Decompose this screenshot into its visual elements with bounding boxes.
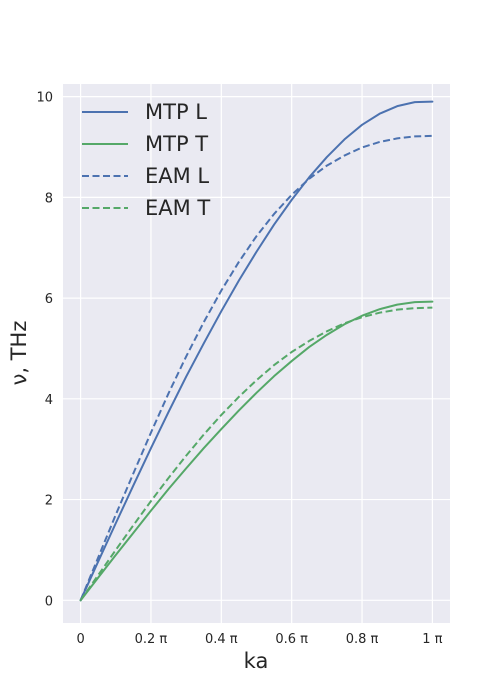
series-layer [79, 100, 434, 602]
y-axis-label: ν, THz [7, 321, 31, 386]
y-tick-label: 10 [36, 91, 53, 106]
legend: MTP L MTP T EAM L EAM T [82, 100, 210, 220]
legend-label: EAM L [145, 164, 209, 188]
y-tick-label: 8 [45, 191, 53, 206]
y-tick-label: 0 [45, 594, 53, 609]
legend-label: MTP T [145, 132, 208, 156]
x-tick-label: 0.6 π [275, 632, 308, 647]
series-line-3 [79, 134, 433, 601]
series-line-2 [79, 300, 434, 602]
y-tick-label: 6 [45, 292, 53, 307]
plot-background [63, 84, 450, 623]
y-tick-label: 4 [45, 393, 53, 408]
legend-label: MTP L [145, 100, 207, 124]
x-axis-label: ka [244, 649, 269, 673]
legend-label: EAM T [145, 196, 210, 220]
y-tick-label: 2 [45, 494, 53, 509]
y-axis-ticks: 0 2 4 6 8 10 [36, 91, 53, 610]
x-axis-ticks: 0 0.2 π 0.4 π 0.6 π 0.8 π 1 π [76, 632, 442, 647]
series-line-1 [79, 100, 434, 602]
x-tick-label: 0 [76, 632, 84, 647]
x-tick-label: 1 π [422, 632, 442, 647]
x-tick-label: 0.2 π [135, 632, 168, 647]
x-tick-label: 0.8 π [346, 632, 379, 647]
grid [63, 84, 450, 623]
x-tick-label: 0.4 π [205, 632, 238, 647]
